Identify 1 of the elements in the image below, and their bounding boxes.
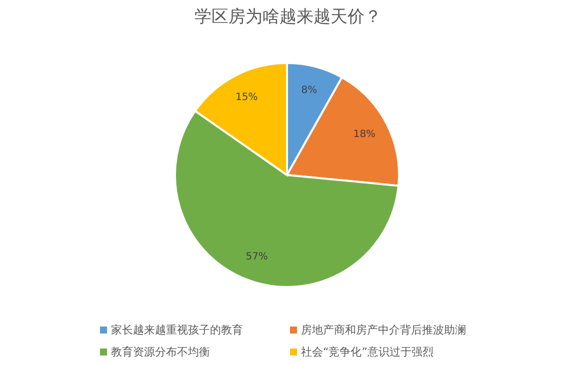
title: 学区房为啥越来越天价？ — [194, 7, 382, 27]
